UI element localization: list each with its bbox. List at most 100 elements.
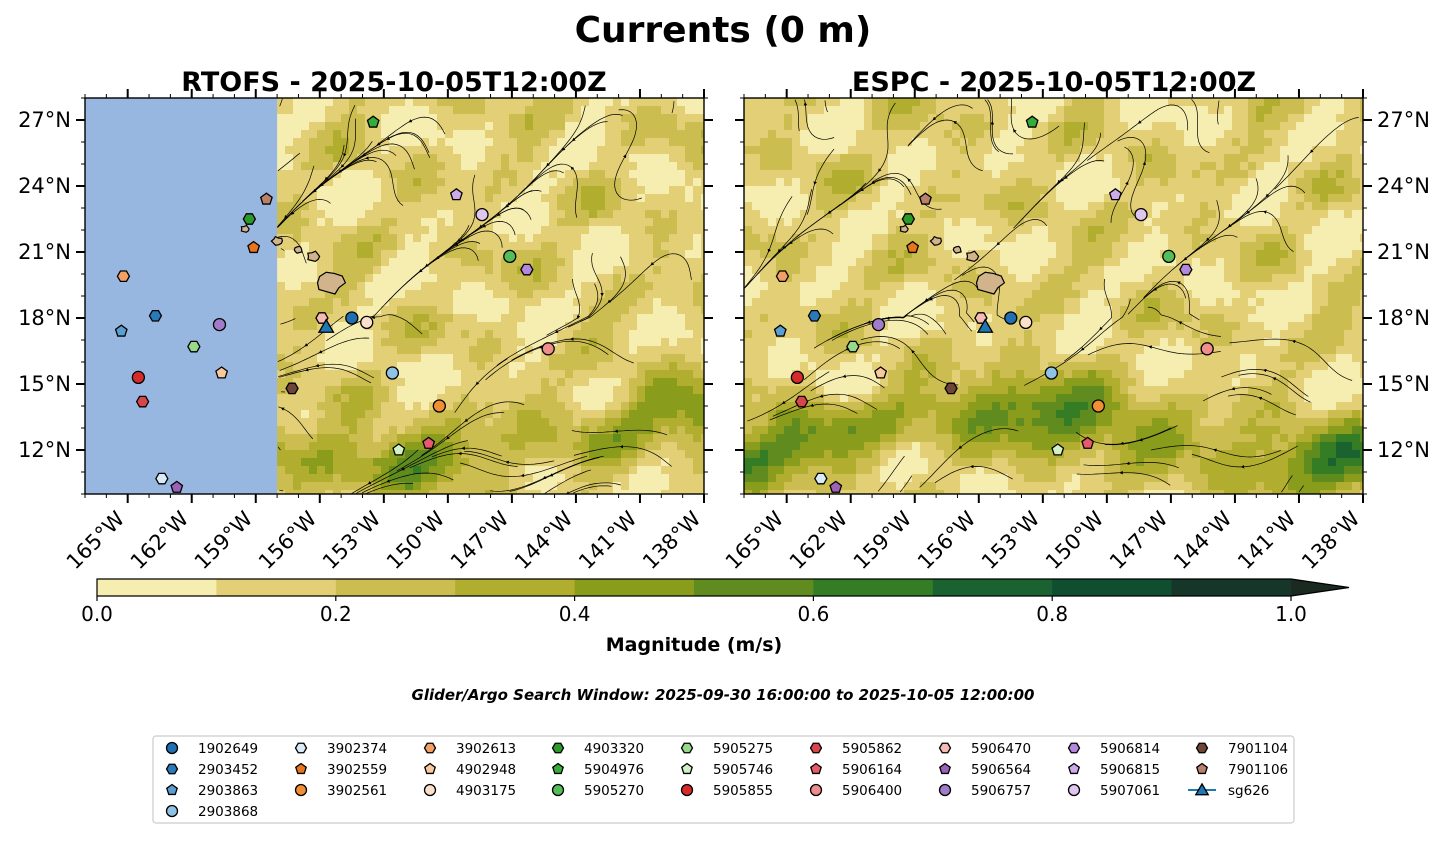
legend-label-5905746: 5905746 bbox=[713, 762, 773, 778]
colorbar-swatch bbox=[813, 579, 934, 596]
legend-marker-5907061 bbox=[1067, 783, 1081, 797]
rtofs-lat-tick-label: 21°N bbox=[18, 240, 71, 264]
espc-lon-tick-label: 156°W bbox=[913, 506, 981, 574]
colorbar-swatch bbox=[694, 579, 814, 596]
espc-lat-tick-label: 21°N bbox=[1377, 240, 1430, 264]
colorbar-tick-label: 0.8 bbox=[1036, 602, 1068, 626]
espc-lat-tick-label: 15°N bbox=[1377, 372, 1430, 396]
legend-item-5905855: 5905855 bbox=[680, 783, 773, 799]
colorbar-tick-label: 0.2 bbox=[320, 602, 352, 626]
rtofs-marker-4903175 bbox=[360, 315, 374, 330]
rtofs-lon-tick-label: 147°W bbox=[446, 506, 514, 574]
espc-marker-5906400 bbox=[1200, 342, 1214, 356]
espc-lon-tick-label: 138°W bbox=[1297, 506, 1365, 574]
rtofs-marker-3902559 bbox=[247, 240, 261, 254]
legend-label-5906757: 5906757 bbox=[971, 783, 1031, 799]
legend-marker-sg626 bbox=[1194, 782, 1210, 796]
legend-marker-2903863 bbox=[166, 783, 178, 796]
colorbar-swatch bbox=[335, 579, 456, 596]
legend-label-3902613: 3902613 bbox=[456, 741, 516, 757]
legend-item-sg626: sg626 bbox=[1188, 782, 1269, 799]
legend-item-4902948: 4902948 bbox=[424, 762, 516, 778]
legend-label-5904976: 5904976 bbox=[584, 762, 644, 778]
espc-lon-tick-label: 141°W bbox=[1233, 506, 1301, 574]
legend-label-4903175: 4903175 bbox=[456, 783, 516, 799]
legend-marker-4902948 bbox=[424, 762, 436, 775]
rtofs-marker-5906814 bbox=[520, 263, 534, 276]
legend-label-5905855: 5905855 bbox=[713, 783, 773, 799]
legend-item-5907061: 5907061 bbox=[1067, 783, 1160, 799]
legend-marker-5906470 bbox=[938, 742, 952, 754]
legend-marker-5906815 bbox=[1068, 762, 1080, 775]
legend-label-5906815: 5906815 bbox=[1100, 762, 1160, 778]
espc-lon-tick-label: 147°W bbox=[1105, 506, 1173, 574]
legend-label-3902374: 3902374 bbox=[327, 741, 387, 757]
legend-label-7901106: 7901106 bbox=[1228, 762, 1288, 778]
colorbar-swatch bbox=[1171, 579, 1292, 596]
espc-map-title: ESPC - 2025-10-05T12:00Z bbox=[852, 67, 1256, 98]
legend-item-2903452: 2903452 bbox=[165, 762, 258, 778]
legend-label-5907061: 5907061 bbox=[1100, 783, 1160, 799]
legend-marker-5906757 bbox=[938, 783, 952, 797]
legend-item-2903868: 2903868 bbox=[165, 804, 258, 820]
legend-item-5905275: 5905275 bbox=[680, 741, 773, 757]
legend-marker-4903320 bbox=[551, 742, 565, 754]
legend-item-3902374: 3902374 bbox=[294, 741, 387, 757]
legend-label-1902649: 1902649 bbox=[198, 741, 258, 757]
espc-marker-5905746 bbox=[1051, 443, 1065, 456]
espc-marker-5905862 bbox=[794, 395, 809, 408]
legend-item-1902649: 1902649 bbox=[165, 741, 258, 757]
legend-item-5906757: 5906757 bbox=[938, 783, 1031, 799]
search-window-caption: Glider/Argo Search Window: 2025-09-30 16… bbox=[412, 686, 1035, 704]
colorbar-swatch bbox=[97, 579, 217, 596]
legend-item-4903320: 4903320 bbox=[551, 741, 644, 757]
legend-item-4903175: 4903175 bbox=[423, 783, 516, 799]
legend-marker-5905275 bbox=[680, 742, 694, 754]
espc-map-panel: ESPC - 2025-10-05T12:00Z 165°W162°W159°W… bbox=[721, 67, 1430, 574]
espc-marker-3902374 bbox=[814, 472, 828, 485]
legend-item-3902613: 3902613 bbox=[423, 741, 516, 757]
legend-label-sg626: sg626 bbox=[1228, 783, 1269, 799]
espc-lat-tick-label: 24°N bbox=[1377, 174, 1430, 198]
rtofs-marker-3902374 bbox=[155, 472, 169, 485]
rtofs-lat-tick-label: 15°N bbox=[18, 372, 71, 396]
rtofs-marker-5905275 bbox=[187, 340, 201, 353]
legend-label-3902559: 3902559 bbox=[327, 762, 387, 778]
legend-label-4903320: 4903320 bbox=[584, 741, 644, 757]
rtofs-lat-tick-label: 27°N bbox=[18, 108, 71, 132]
espc-marker-3902613 bbox=[775, 270, 790, 283]
legend-item-7901104: 7901104 bbox=[1195, 741, 1288, 757]
espc-marker-5905270 bbox=[1162, 249, 1176, 264]
legend-label-2903452: 2903452 bbox=[198, 762, 258, 778]
espc-lat-tick-label: 12°N bbox=[1377, 438, 1430, 462]
rtofs-lon-tick-label: 141°W bbox=[574, 506, 642, 574]
espc-marker-4903175 bbox=[1019, 315, 1033, 330]
legend-label-5905270: 5905270 bbox=[584, 783, 644, 799]
colorbar-swatch bbox=[574, 579, 695, 596]
espc-marker-5907061 bbox=[1134, 207, 1148, 222]
espc-marker-3902561 bbox=[1091, 399, 1105, 413]
espc-lon-tick-label: 165°W bbox=[721, 506, 789, 574]
legend-marker-5906400 bbox=[809, 783, 823, 797]
legend-marker-3902561 bbox=[294, 783, 308, 797]
rtofs-map-panel: RTOFS - 2025-10-05T12:00Z 165°W162°W159°… bbox=[18, 67, 713, 574]
espc-marker-2903868 bbox=[1044, 366, 1059, 380]
rtofs-streamlines bbox=[277, 98, 692, 495]
espc-marker-4902948 bbox=[874, 366, 888, 379]
espc-lat-tick-label: 27°N bbox=[1377, 108, 1430, 132]
legend-label-2903863: 2903863 bbox=[198, 783, 258, 799]
colorbar-tick-label: 1.0 bbox=[1275, 602, 1307, 626]
rtofs-lon-tick-label: 156°W bbox=[254, 506, 322, 574]
espc-marker-5905855 bbox=[790, 370, 805, 385]
rtofs-marker-5906164 bbox=[422, 436, 436, 449]
colorbar-swatch bbox=[932, 579, 1053, 596]
legend-label-3902561: 3902561 bbox=[327, 783, 387, 799]
legend-marker-5905270 bbox=[551, 783, 565, 797]
legend-marker-1902649 bbox=[165, 741, 179, 755]
rtofs-lat-tick-label: 18°N bbox=[18, 306, 71, 330]
figure-suptitle: Currents (0 m) bbox=[575, 10, 872, 51]
espc-speed-contours bbox=[744, 98, 1363, 494]
legend-label-4902948: 4902948 bbox=[456, 762, 516, 778]
colorbar-tick-label: 0.0 bbox=[81, 602, 113, 626]
